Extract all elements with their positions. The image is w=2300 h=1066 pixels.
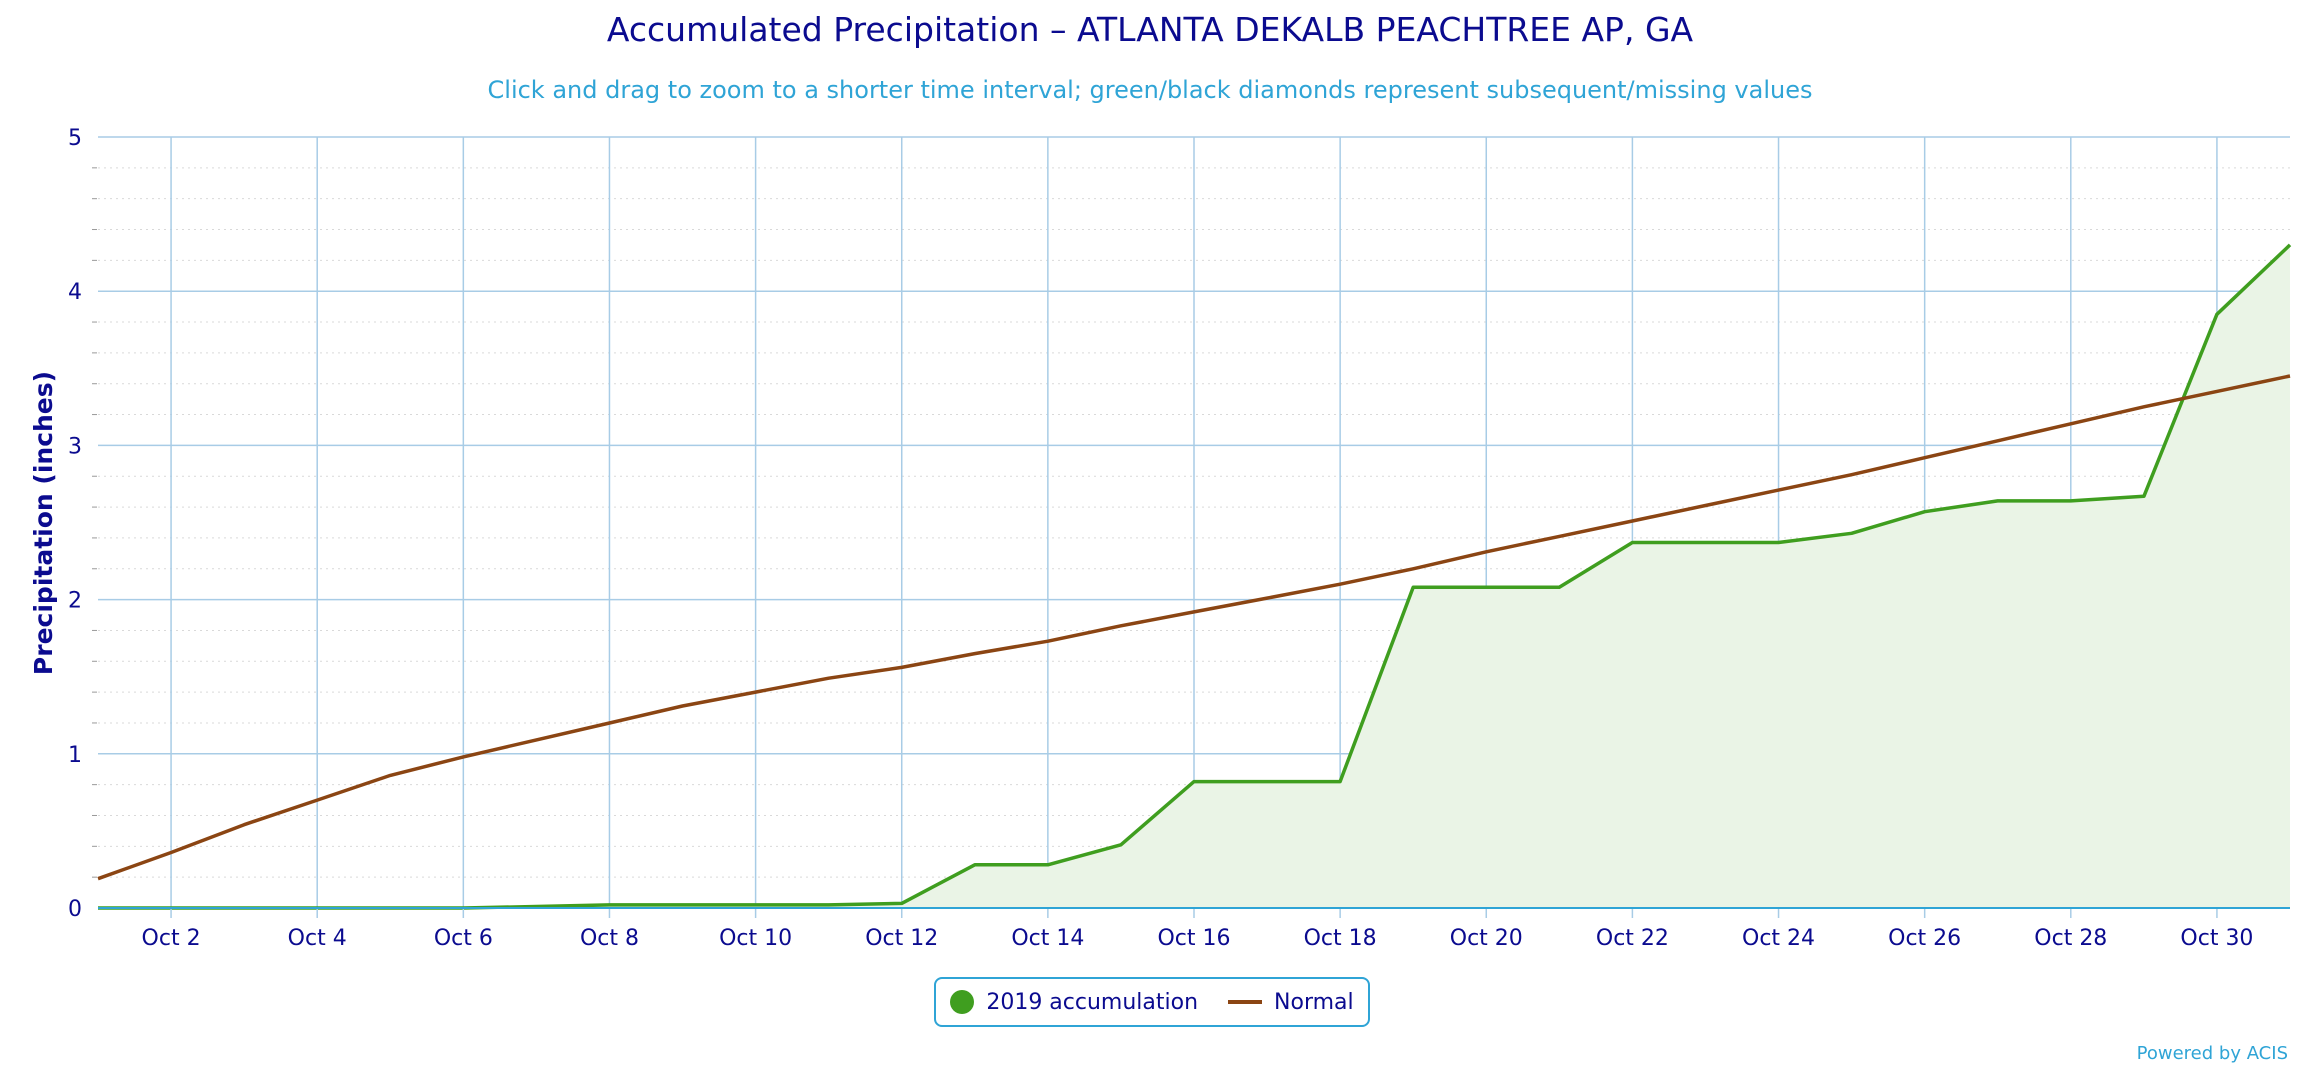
x-tick-label: Oct 12 [865,926,938,951]
credit-link[interactable]: Powered by ACIS [2136,1043,2288,1064]
y-tick-label: 0 [68,897,82,922]
legend-item-accumulation[interactable]: 2019 accumulation [950,990,1198,1015]
legend-item-normal[interactable]: Normal [1228,990,1354,1015]
x-tick-label: Oct 6 [434,926,493,951]
x-tick-label: Oct 8 [580,926,639,951]
chart-title: Accumulated Precipitation – ATLANTA DEKA… [606,10,1694,49]
y-tick-label: 2 [68,589,82,614]
y-tick-label: 1 [68,743,82,768]
area-layer [98,244,2290,908]
x-tick-label: Oct 16 [1157,926,1230,951]
chart-subtitle: Click and drag to zoom to a shorter time… [487,76,1813,104]
x-tick-label: Oct 4 [288,926,347,951]
x-tick-label: Oct 2 [142,926,201,951]
x-tick-label: Oct 22 [1596,926,1669,951]
legend: 2019 accumulation Normal [934,977,1370,1027]
legend-label-normal: Normal [1274,989,1354,1015]
series-line-normal [97,374,2291,881]
axes: 0 1 2 3 4 5 Oct 2 Oct 4 Oct 6 Oct 8 Oct 10 Oct 12 Oc… [68,126,2290,951]
legend-label-accumulation: 2019 accumulation [986,989,1199,1015]
x-tick-label: Oct 28 [2034,926,2107,951]
legend-line-icon [1228,1000,1263,1004]
x-tick-label: Oct 26 [1888,926,1961,951]
y-axis-label: Precipitation (inches) [29,371,58,675]
x-tick-label: Oct 20 [1450,926,1523,951]
y-tick-label: 5 [68,126,82,151]
x-tick-label: Oct 14 [1011,926,1084,951]
y-tick-label: 4 [68,280,82,305]
x-tick-label: Oct 10 [719,926,792,951]
x-tick-label: Oct 24 [1742,926,1815,951]
x-tick-label: Oct 18 [1304,926,1377,951]
legend-dot-icon [950,990,975,1014]
x-tick-label: Oct 30 [2180,926,2253,951]
series-area-accumulation [98,244,2290,908]
y-tick-label: 3 [68,434,82,459]
